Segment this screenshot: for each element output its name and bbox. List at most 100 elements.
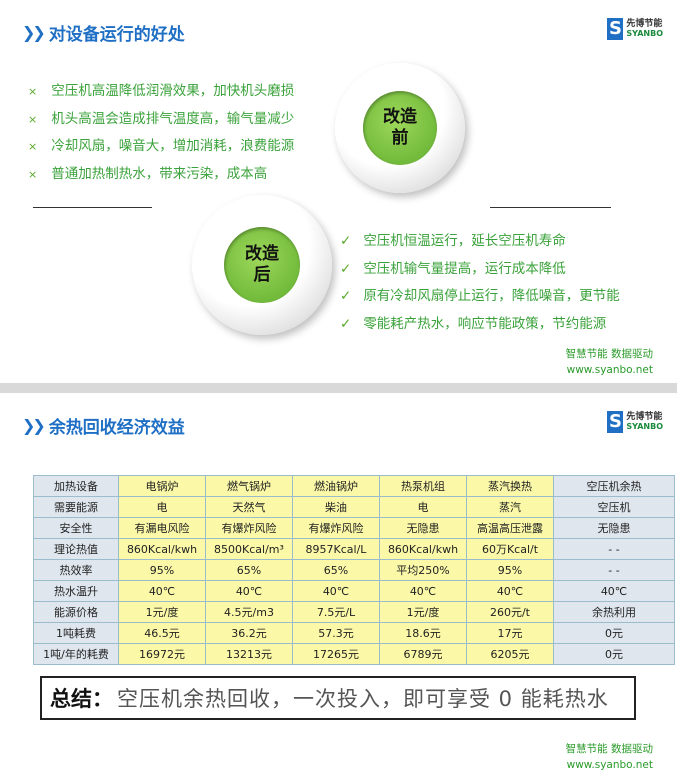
table-cell: 无隐患 [553,517,675,539]
table-cell: - - [553,538,675,560]
table-cell: 0元 [553,643,675,665]
table-cell: 6205元 [466,643,554,665]
chevron-icon: ❯❯ [22,23,46,42]
table-cell: 燃气锅炉 [205,475,293,497]
cross-icon: × [28,140,38,153]
cons-list: × 空压机高温降低润滑效果，加快机头磨损 × 机头高温会造成排气温度高，输气量减少 × 冷… [28,78,294,188]
pro-item: ✓ 原有冷却风扇停止运行，降低噪音，更节能 [340,288,620,304]
table-row: 热效率 95% 65% 65% 平均250% 95% - - [33,559,675,581]
table-cell: 260元/t [466,601,554,623]
table-cell: 1元/度 [379,601,467,623]
title-text: 对设备运行的好处 [48,25,185,45]
table-cell: 40℃ [553,580,675,602]
table-cell: 热效率 [33,559,119,581]
table-cell: 需要能源 [33,496,119,518]
table-cell: 95% [118,559,206,581]
table-cell: 8500Kcal/m³ [205,538,293,560]
table-cell: 40℃ [466,580,554,602]
table-cell: 6789元 [379,643,467,665]
table-cell: 有爆炸风险 [292,517,380,539]
table-cell: 1吨/年的耗费 [33,643,119,665]
table-cell: 16972元 [118,643,206,665]
table-cell: 蒸汽 [466,496,554,518]
pro-item: ✓ 空压机输气量提高，运行成本降低 [340,260,566,277]
slide-title: ❯❯ 对设备运行的好处 [22,20,185,45]
after-label: 改造 后 [224,227,300,303]
divider [33,207,152,208]
table-cell: 加热设备 [33,475,119,497]
table-cell: 40℃ [292,580,380,602]
table-cell: 57.3元 [292,622,380,644]
table-cell: 平均250% [379,559,467,581]
table-cell: 电 [379,496,467,518]
table-cell: 有爆炸风险 [205,517,293,539]
comparison-table: 加热设备 电锅炉 燃气锅炉 燃油锅炉 热泵机组 蒸汽换热 空压机余热 需要能源电天然气 柴油电蒸… [33,475,675,665]
divider [490,207,611,208]
table-cell: 17265元 [292,643,380,665]
table-cell: 860Kcal/kwh [379,538,467,560]
table-cell: 理论热值 [33,538,119,560]
table-row: 热水温升 40℃ 40℃ 40℃ 40℃ 40℃ 40℃ [33,580,675,602]
slide-benefits: ❯❯ 对设备运行的好处 S 先博节能 SYANBO × 空压机高温降低润滑效果，加快机头… [0,0,677,383]
table-cell: 18.6元 [379,622,467,644]
table-cell: 65% [205,559,293,581]
table-cell: 电 [118,496,206,518]
check-icon: ✓ [340,260,352,277]
table-cell: 燃油锅炉 [292,475,380,497]
table-cell: 1吨耗费 [33,622,119,644]
footer: 智慧节能 数据驱动 www.syanbo.net [565,743,653,771]
table-cell: 余热利用 [553,601,675,623]
table-cell: 电锅炉 [118,475,206,497]
table-row: 加热设备 电锅炉 燃气锅炉 燃油锅炉 热泵机组 蒸汽换热 空压机余热 [33,475,675,497]
table-cell: 蒸汽换热 [466,475,554,497]
table-cell: 65% [292,559,380,581]
footer: 智慧节能 数据驱动 www.syanbo.net [565,348,653,376]
check-icon: ✓ [340,233,352,249]
cross-icon: × [28,112,38,126]
table-row: 需要能源电天然气 柴油电蒸汽 空压机 [33,496,675,518]
title-text: 余热回收经济效益 [48,418,185,438]
table-cell: 高温高压泄露 [466,517,554,539]
table-cell: 46.5元 [118,622,206,644]
logo: S 先博节能 SYANBO [607,411,663,433]
table-cell: 无隐患 [379,517,467,539]
table-cell: 柴油 [292,496,380,518]
chevron-icon: ❯❯ [22,416,46,435]
table-row: 理论热值 860Kcal/kwh 8500Kcal/m³ 8957Kcal/L 860K… [33,538,675,560]
check-icon: ✓ [340,315,352,332]
summary-box: 总结： 空压机余热回收，一次投入，即可享受 0 能耗热水 [40,676,636,720]
table-cell: 36.2元 [205,622,293,644]
table-cell: 860Kcal/kwh [118,538,206,560]
table-cell: 40℃ [379,580,467,602]
con-item: × 普通加热制热水，带来污染，成本高 [28,165,268,182]
table-cell: 热水温升 [33,580,119,602]
table-cell: 空压机余热 [553,475,675,497]
table-cell: 天然气 [205,496,293,518]
table-cell: 40℃ [205,580,293,602]
table-cell: 17元 [466,622,554,644]
table-cell: - - [553,559,675,581]
table-cell: 能源价格 [33,601,119,623]
table-cell: 8957Kcal/L [292,538,380,560]
after-circle: 改造 后 [192,195,332,335]
table-cell: 安全性 [33,517,119,539]
pro-item: ✓ 零能耗产热水，响应节能政策，节约能源 [340,315,607,332]
table-cell: 40℃ [118,580,206,602]
con-item: × 冷却风扇，噪音大，增加消耗，浪费能源 [28,138,295,154]
table-row: 1吨/年的耗费 16972元 13213元 17265元 6789元 6205元 0元 [33,643,675,665]
logo: S 先博节能 SYANBO [607,18,663,40]
table-cell: 有漏电风险 [118,517,206,539]
slide-title: ❯❯ 余热回收经济效益 [22,413,185,438]
table-cell: 0元 [553,622,675,644]
table-cell: 热泵机组 [379,475,467,497]
before-circle: 改造 前 [335,63,465,193]
table-row: 能源价格 1元/度 4.5元/m3 7.5元/L 1元/度 260元/t 余热利用 [33,601,675,623]
summary-label: 总结： [50,687,113,711]
con-item: × 机头高温会造成排气温度高，输气量减少 [28,110,295,127]
pro-item: ✓ 空压机恒温运行，延长空压机寿命 [340,233,566,249]
pros-list: ✓ 空压机恒温运行，延长空压机寿命 ✓ 空压机输气量提高，运行成本降低 ✓ 原有冷却风扇停… [340,228,620,338]
table-cell: 空压机 [553,496,675,518]
table-row: 1吨耗费 46.5元 36.2元 57.3元 18.6元 17元 0元 [33,622,675,644]
table-cell: 1元/度 [118,601,206,623]
cross-icon: × [28,85,38,98]
